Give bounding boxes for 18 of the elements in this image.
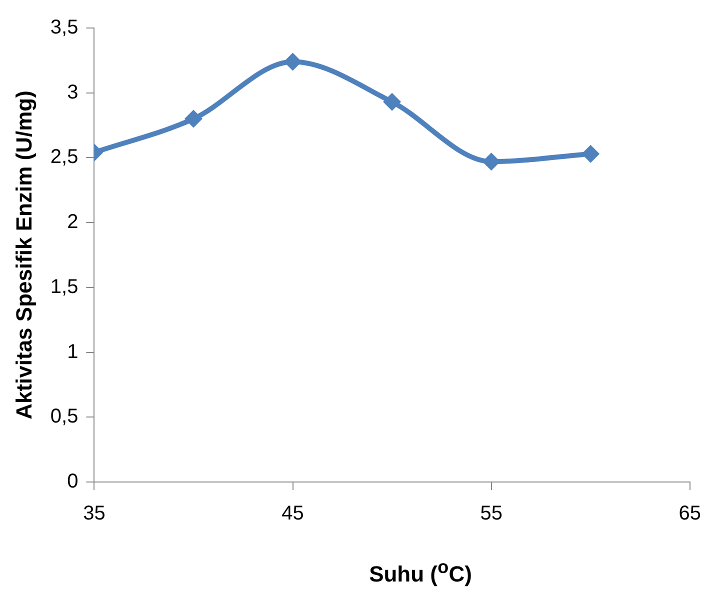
point bbox=[383, 92, 402, 111]
y-tick-label: 1 bbox=[67, 340, 78, 363]
y-tick-label: 3,5 bbox=[50, 16, 78, 39]
point bbox=[582, 144, 600, 163]
y-tick-label: 1,5 bbox=[50, 276, 78, 298]
y-tick-label: 0,5 bbox=[50, 406, 78, 428]
x-tick-label: 35 bbox=[83, 502, 106, 525]
y-tick-label: 2,5 bbox=[50, 146, 78, 168]
point bbox=[284, 52, 302, 71]
y-tick-label: 0 bbox=[67, 470, 78, 493]
y-tick-label: 3 bbox=[67, 81, 78, 104]
y-tick-label: 2 bbox=[67, 211, 78, 234]
x-axis-title: Suhu ($^{o}$C) bbox=[368, 556, 473, 588]
x-tick-label: 55 bbox=[480, 502, 502, 525]
x-tick-label: 45 bbox=[282, 502, 304, 525]
x-tick-label: 65 bbox=[678, 502, 701, 525]
point bbox=[184, 110, 202, 128]
y-axis-title: Aktivitas Spesifik Enzim (U/mg) bbox=[11, 90, 36, 420]
